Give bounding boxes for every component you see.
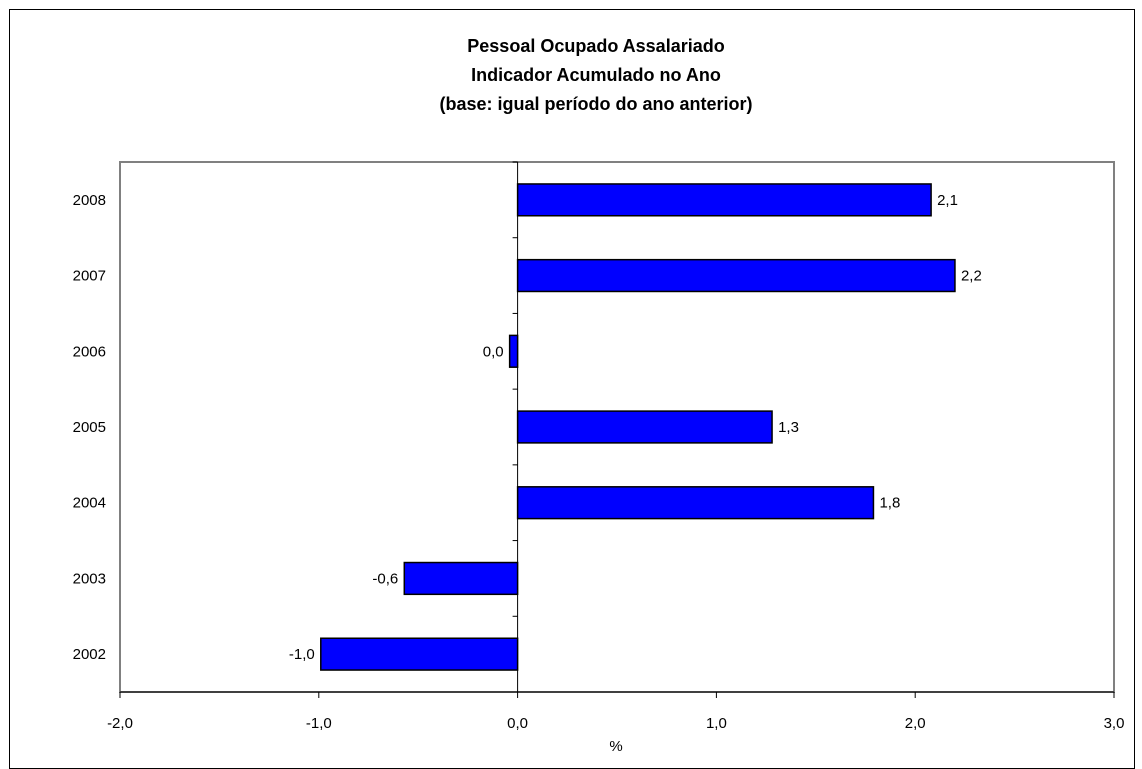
data-label-2006: 0,0 [483,343,504,360]
y-tick-label: 2007 [73,268,106,285]
x-tick-label: -2,0 [107,715,133,732]
y-tick-label: 2008 [73,192,106,209]
bar-2003 [403,561,519,596]
data-label-2007: 2,2 [961,268,982,285]
y-tick-label: 2004 [73,495,106,512]
data-label-2008: 2,1 [937,192,958,209]
bars: 2,1 2,2 0,0 1,3 1,8 -0,6 -1,0 [289,183,982,671]
y-tick-label: 2002 [73,646,106,663]
data-label-2005: 1,3 [778,419,799,436]
bar-2006 [508,334,519,368]
y-tick-label: 2006 [73,343,106,360]
chart-title-line-2: Indicador Acumulado no Ano [471,65,721,85]
chart-title: Pessoal Ocupado Assalariado Indicador Ac… [439,36,752,114]
x-tick-label: 2,0 [905,715,926,732]
chart-title-line-3: (base: igual período do ano anterior) [439,94,752,114]
value-axis: -2,0 -1,0 0,0 1,0 2,0 3,0 [107,691,1125,732]
data-label-2002: -1,0 [289,646,315,663]
x-tick-label: 1,0 [706,715,727,732]
bar-2002 [320,637,519,671]
data-label-2004: 1,8 [879,495,900,512]
x-axis-title: % [609,738,622,755]
y-tick-label: 2005 [73,419,106,436]
x-tick-label: 3,0 [1104,715,1125,732]
bar-2008 [516,183,932,217]
data-label-2003: -0,6 [372,570,398,587]
x-tick-label: 0,0 [507,715,528,732]
x-tick-label: -1,0 [306,715,332,732]
bar-2005 [516,410,773,444]
bar-2007 [516,258,956,293]
chart-title-line-1: Pessoal Ocupado Assalariado [467,36,724,56]
y-tick-label: 2003 [73,570,106,587]
category-axis: 2008 2007 2006 2005 2004 2003 2002 [73,161,519,693]
bar-2004 [516,486,875,520]
